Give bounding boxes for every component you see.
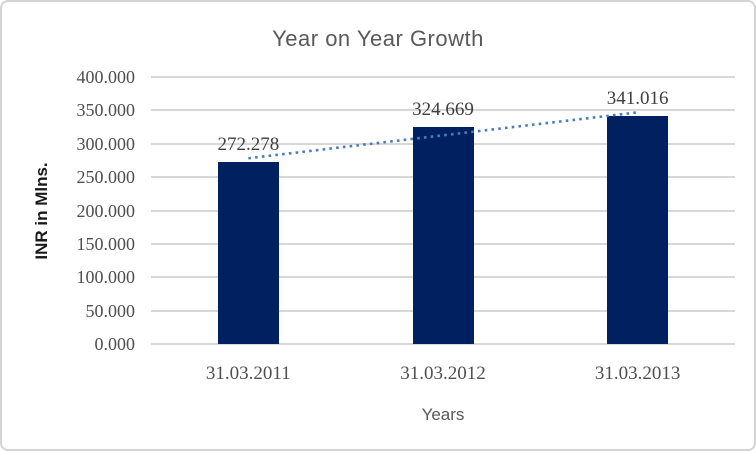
bar-value-label: 341.016 xyxy=(606,88,669,110)
y-tick-label: 0.000 xyxy=(94,334,136,354)
x-tick-label: 31.03.2011 xyxy=(205,363,291,384)
bar xyxy=(607,116,669,344)
chart-title: Year on Year Growth xyxy=(272,26,484,51)
y-tick-label: 150.000 xyxy=(76,233,136,254)
x-tick-label: 31.03.2013 xyxy=(594,363,681,384)
gridline xyxy=(151,76,735,78)
x-tick-label: 31.03.2012 xyxy=(400,363,486,384)
y-tick-label: 250.000 xyxy=(76,167,136,188)
y-tick-label: 50.000 xyxy=(85,300,136,321)
bar xyxy=(217,162,279,344)
y-tick-label: 400.000 xyxy=(76,67,136,87)
x-axis-title: Years xyxy=(421,405,465,424)
gridline xyxy=(151,343,735,345)
y-tick-label: 200.000 xyxy=(76,200,136,221)
y-tick-label: 350.000 xyxy=(76,100,136,121)
gridline xyxy=(151,109,735,112)
bar-value-label: 324.669 xyxy=(412,99,474,121)
bar xyxy=(412,127,474,344)
y-tick-label: 100.000 xyxy=(76,267,136,288)
y-tick-label: 300.000 xyxy=(76,133,136,154)
bar-value-label: 272.278 xyxy=(217,134,280,156)
